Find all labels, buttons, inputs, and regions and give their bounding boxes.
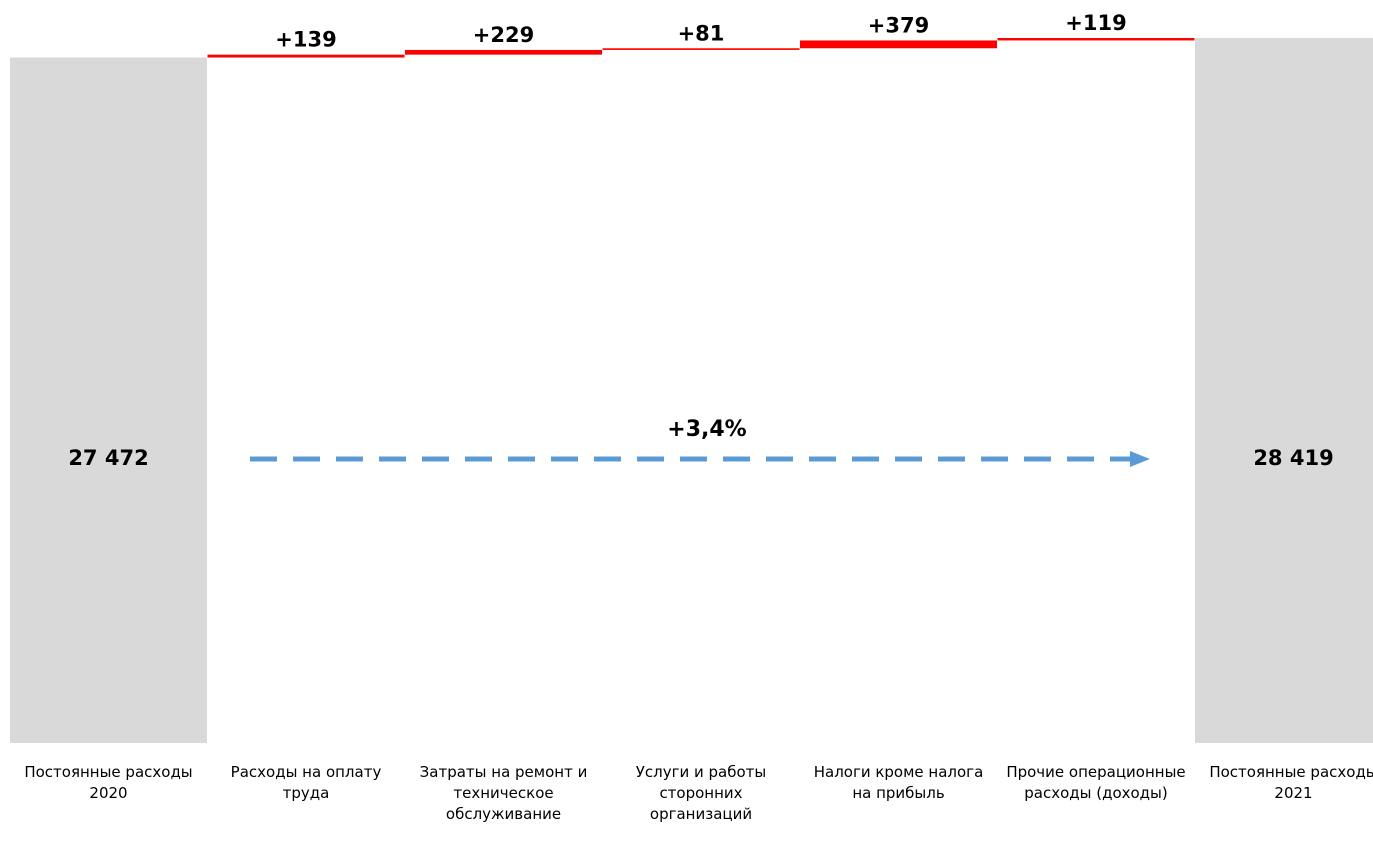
growth-arrow-head <box>1130 451 1150 467</box>
data-label: +229 <box>473 23 534 47</box>
growth-annotation: +3,4% <box>667 417 746 442</box>
bar-increase <box>602 48 800 50</box>
data-label: +379 <box>868 13 929 37</box>
category-label: Налоги кроме налога на прибыль <box>813 763 984 802</box>
growth-arrow: +3,4% <box>250 417 1150 467</box>
value-labels-group: 27 472 +139 +229 +81 +379 +119 28 419 <box>68 11 1333 470</box>
bar-increase <box>207 54 405 58</box>
data-label: +81 <box>678 21 725 45</box>
bar-increase <box>997 38 1195 41</box>
bar-total <box>1195 38 1373 743</box>
bar-increase <box>800 40 997 49</box>
category-label: Услуги и работы сторонних организаций <box>635 763 767 823</box>
data-label: +139 <box>275 28 336 52</box>
bars-group <box>10 38 1373 743</box>
data-label: 27 472 <box>68 446 148 470</box>
data-label: +119 <box>1065 11 1126 35</box>
category-label: Расходы на оплату труда <box>230 763 382 802</box>
category-label: Затраты на ремонт и техническое обслужив… <box>419 763 588 823</box>
bar-total <box>10 57 207 743</box>
category-label: Постоянные расходы 2020 <box>24 763 193 802</box>
data-label: 28 419 <box>1253 446 1333 470</box>
bar-increase <box>405 49 602 55</box>
category-label: Постоянные расходы 2021 <box>1209 763 1373 802</box>
category-label: Прочие операционные расходы (доходы) <box>1006 763 1186 802</box>
